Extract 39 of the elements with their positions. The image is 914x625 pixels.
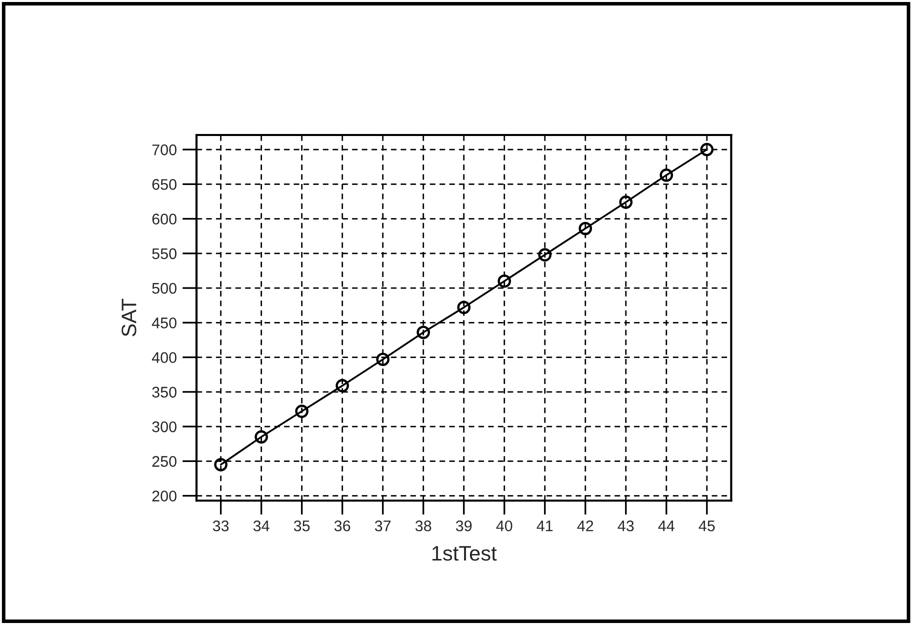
x-tick-label: 34 [253, 520, 270, 532]
x-tick-label: 42 [577, 520, 594, 532]
x-tick-label: 38 [415, 520, 432, 532]
x-tick-label: 40 [496, 520, 512, 532]
point [578, 222, 592, 236]
x-tick-label: 35 [294, 520, 310, 532]
x-tick-label: 44 [658, 520, 674, 532]
point [295, 404, 308, 418]
point [619, 196, 633, 209]
point [700, 142, 714, 156]
y-tick-label: 550 [152, 248, 176, 260]
point [457, 300, 471, 314]
x-tick-label: 39 [456, 520, 472, 532]
point [538, 248, 552, 262]
y-axis-title: SAT [122, 298, 136, 336]
point [376, 352, 390, 366]
y-tick-label: 450 [152, 318, 176, 328]
x-tick-label: 45 [698, 520, 715, 532]
y-tick-label: 300 [152, 421, 176, 432]
point [336, 379, 349, 392]
point [254, 430, 268, 444]
y-tick-label: 650 [152, 179, 176, 190]
x-tick-label: 36 [334, 520, 350, 532]
x-axis-title: 1stTest [432, 546, 497, 561]
x-tick-label: 41 [536, 520, 553, 532]
y-tick-label: 350 [152, 386, 176, 398]
y-tick-label: 400 [152, 352, 176, 363]
y-tick-label: 700 [152, 144, 176, 156]
point [416, 326, 430, 340]
point [214, 458, 228, 472]
y-tick-label: 500 [152, 282, 176, 294]
y-tick-label: 600 [152, 214, 176, 224]
point [498, 274, 512, 288]
x-tick-label: 37 [374, 520, 391, 532]
point [660, 168, 674, 182]
y-tick-label: 200 [152, 490, 176, 502]
x-tick-label: 33 [212, 520, 229, 532]
y-tick-label: 250 [152, 456, 176, 467]
x-tick-label: 43 [618, 520, 634, 532]
